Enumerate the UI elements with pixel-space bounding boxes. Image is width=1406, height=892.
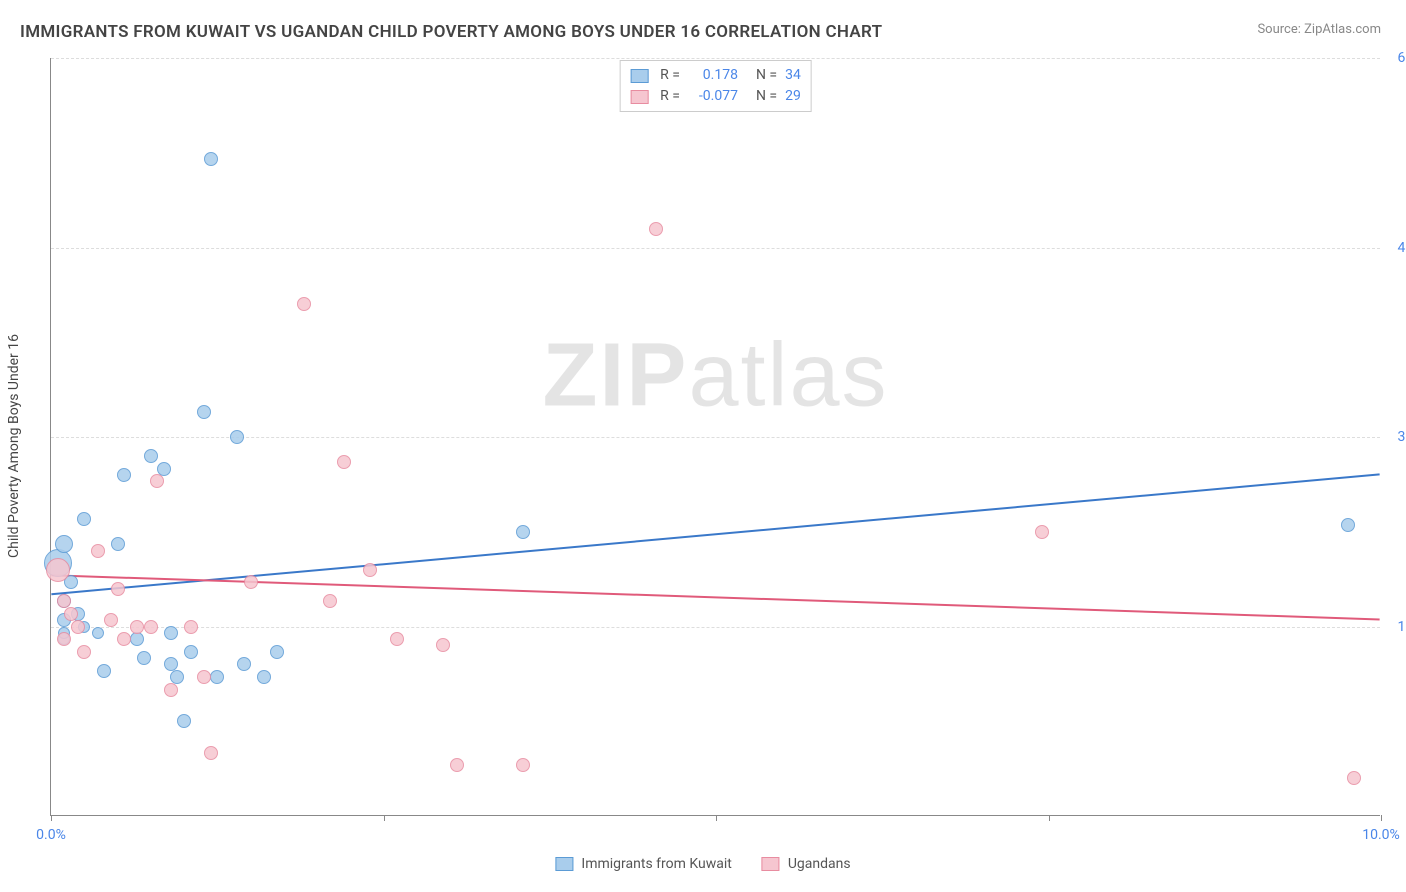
data-point (257, 670, 271, 684)
legend-swatch (762, 857, 780, 871)
gridline (51, 58, 1380, 59)
series-legend: Immigrants from Kuwait Ugandans (555, 856, 850, 872)
gridline (51, 437, 1380, 438)
data-point (77, 512, 91, 526)
r-value: 0.178 (688, 65, 738, 86)
legend-item: Immigrants from Kuwait (555, 856, 731, 872)
data-point (184, 620, 198, 634)
data-point (164, 626, 178, 640)
r-label: R = (660, 86, 680, 107)
data-point (92, 627, 104, 639)
y-tick-label: 60.0% (1397, 50, 1406, 66)
data-point (164, 683, 178, 697)
data-point (337, 455, 351, 469)
data-point (204, 152, 218, 166)
y-tick-label: 30.0% (1397, 429, 1406, 445)
data-point (390, 632, 404, 646)
data-point (237, 657, 251, 671)
data-point (97, 664, 111, 678)
x-tick (384, 815, 385, 821)
source-label: Source: (1257, 22, 1300, 37)
data-point (130, 632, 144, 646)
n-value: 34 (785, 65, 801, 86)
data-point (297, 297, 311, 311)
n-value: 29 (785, 86, 801, 107)
data-point (450, 758, 464, 772)
legend-swatch (630, 90, 648, 104)
data-point (270, 645, 284, 659)
y-tick-label: 15.0% (1397, 619, 1406, 635)
data-point (197, 670, 211, 684)
r-value: -0.077 (688, 86, 738, 107)
data-point (244, 575, 258, 589)
data-point (516, 758, 530, 772)
legend-swatch (555, 857, 573, 871)
data-point (144, 620, 158, 634)
legend-item: Ugandans (762, 856, 851, 872)
data-point (197, 405, 211, 419)
data-point (71, 620, 85, 634)
watermark-rest: atlas (688, 325, 888, 425)
data-point (111, 537, 125, 551)
data-point (55, 535, 73, 553)
legend-label: Ugandans (788, 856, 851, 872)
x-tick (1049, 815, 1050, 821)
watermark-bold: ZIP (542, 325, 688, 425)
x-tick (716, 815, 717, 821)
y-axis-label: Child Poverty Among Boys Under 16 (6, 334, 22, 558)
data-point (204, 746, 218, 760)
watermark: ZIPatlas (542, 324, 888, 427)
n-label: N = (756, 86, 777, 107)
data-point (649, 222, 663, 236)
data-point (323, 594, 337, 608)
gridline (51, 248, 1380, 249)
data-point (91, 544, 105, 558)
n-label: N = (756, 65, 777, 86)
data-point (77, 645, 91, 659)
data-point (150, 474, 164, 488)
data-point (177, 714, 191, 728)
correlation-legend: R = 0.178 N = 34 R = -0.077 N = 29 (619, 60, 812, 112)
x-tick-label: 10.0% (1362, 827, 1400, 843)
data-point (46, 558, 70, 582)
data-point (117, 468, 131, 482)
data-point (1341, 518, 1355, 532)
data-point (117, 632, 131, 646)
x-tick-label: 0.0% (36, 827, 66, 843)
r-label: R = (660, 65, 680, 86)
data-point (1035, 525, 1049, 539)
data-point (111, 582, 125, 596)
x-tick (1381, 815, 1382, 821)
data-point (144, 449, 158, 463)
legend-label: Immigrants from Kuwait (581, 856, 731, 872)
data-point (130, 620, 144, 634)
source-value: ZipAtlas.com (1304, 22, 1381, 37)
data-point (137, 651, 151, 665)
data-point (57, 632, 71, 646)
gridline (51, 627, 1380, 628)
x-tick (51, 815, 52, 821)
data-point (104, 613, 118, 627)
chart-title: IMMIGRANTS FROM KUWAIT VS UGANDAN CHILD … (20, 22, 882, 42)
legend-swatch (630, 69, 648, 83)
source-attribution: Source: ZipAtlas.com (1257, 22, 1381, 37)
data-point (516, 525, 530, 539)
data-point (1347, 771, 1361, 785)
y-tick-label: 45.0% (1397, 240, 1406, 256)
data-point (436, 638, 450, 652)
legend-row: R = 0.178 N = 34 (630, 65, 801, 86)
legend-row: R = -0.077 N = 29 (630, 86, 801, 107)
data-point (230, 430, 244, 444)
data-point (210, 670, 224, 684)
data-point (184, 645, 198, 659)
data-point (363, 563, 377, 577)
scatter-plot: ZIPatlas R =0.178N =34R =-0.077N =29 15.… (50, 58, 1380, 816)
